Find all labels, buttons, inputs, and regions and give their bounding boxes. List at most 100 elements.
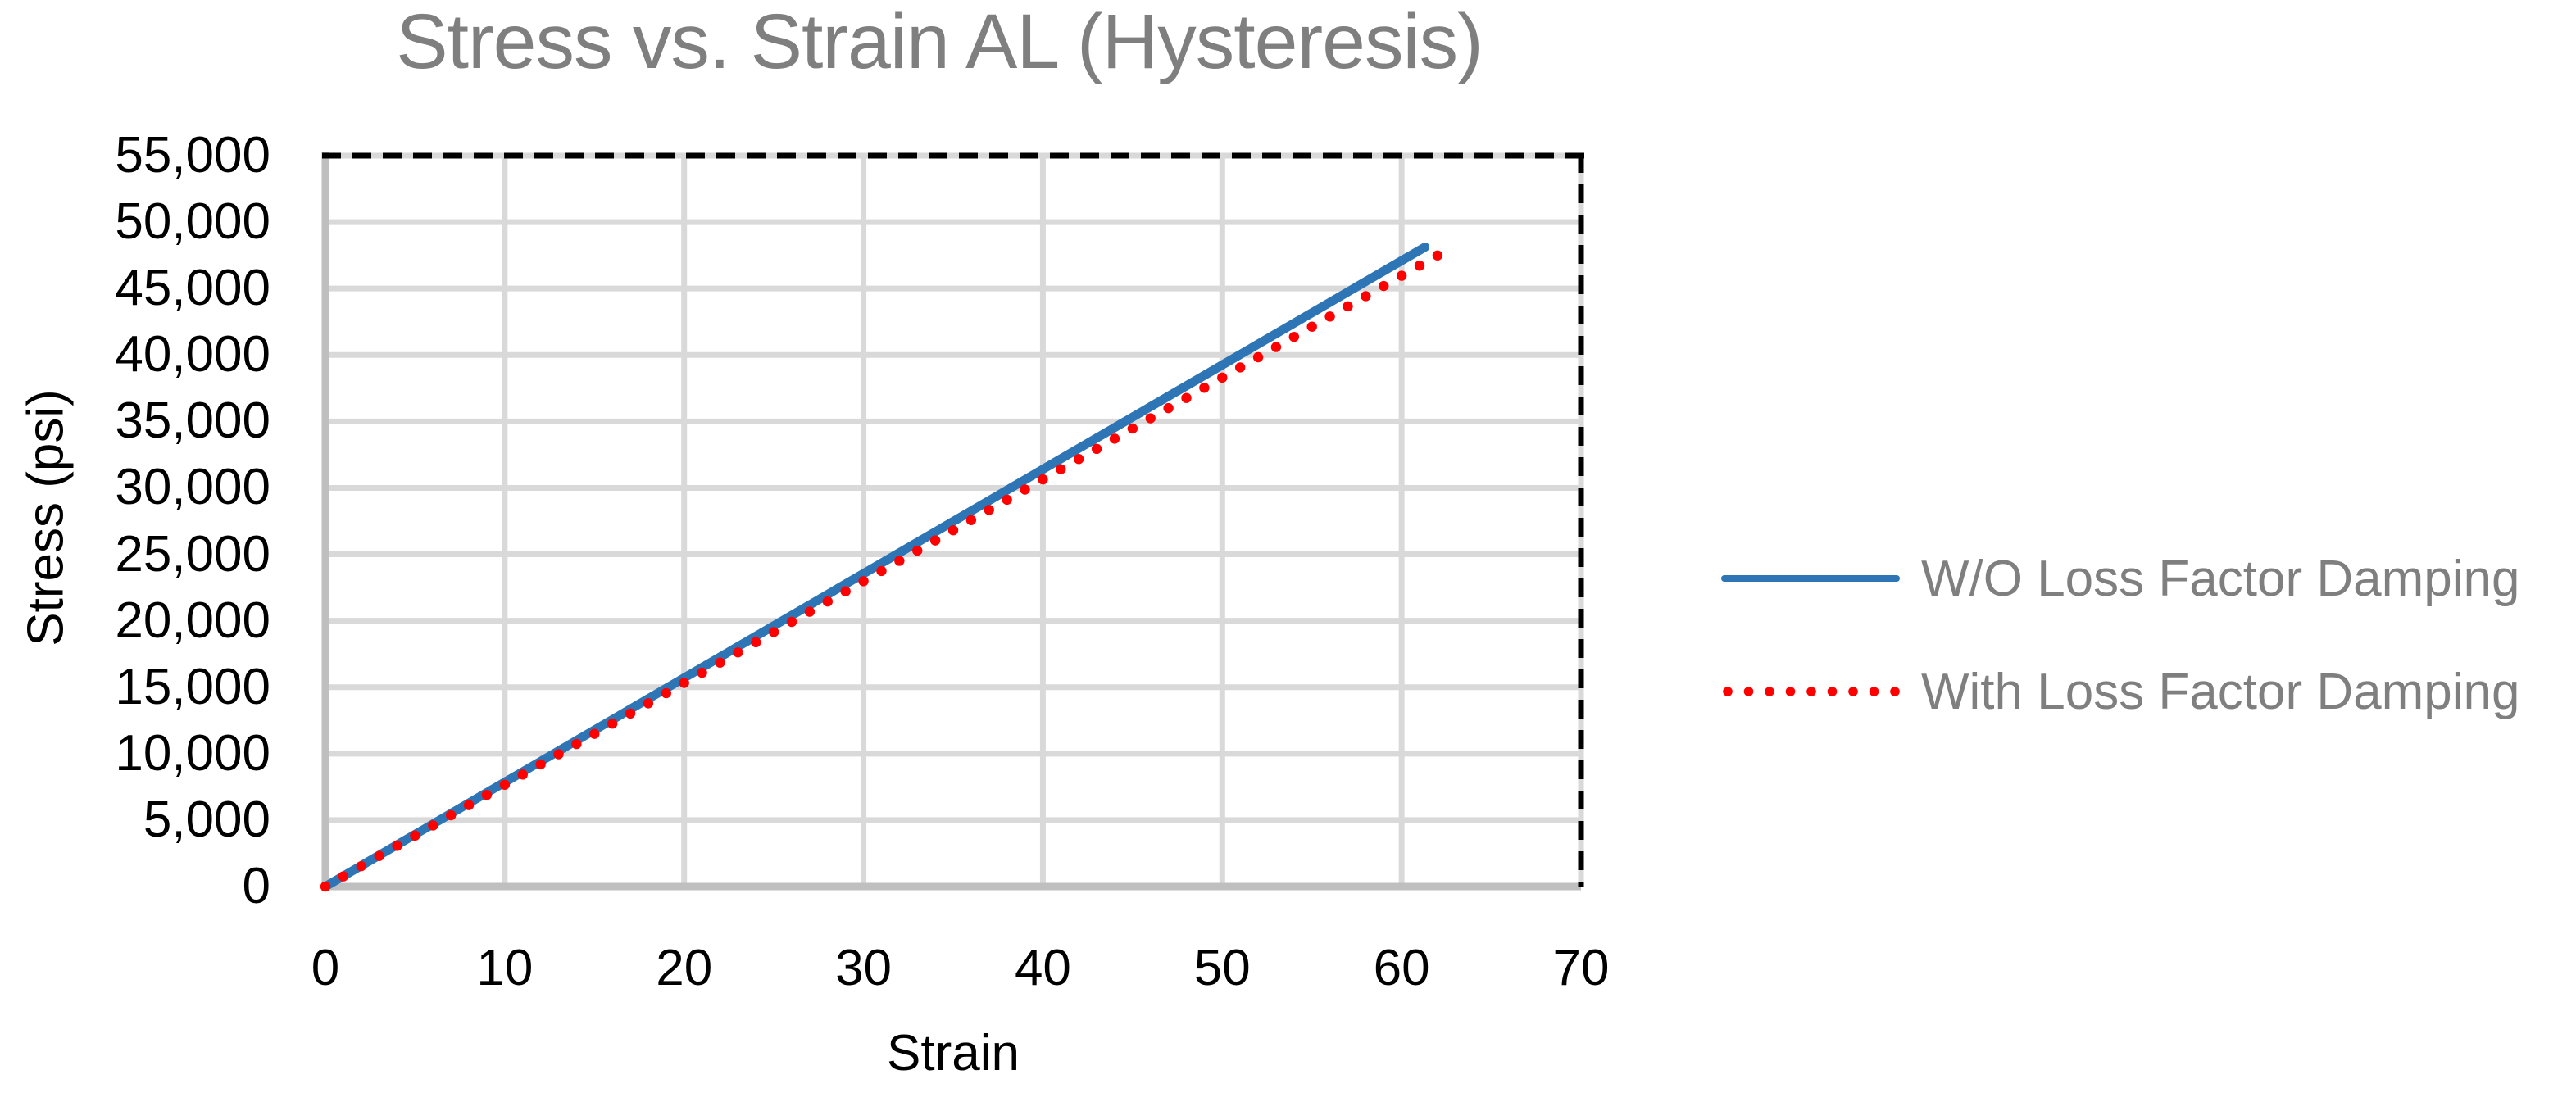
series-dot-with-damping — [715, 657, 725, 668]
series-dot-with-damping — [894, 556, 905, 566]
series-dot-with-damping — [607, 719, 618, 729]
legend-dot — [1848, 687, 1858, 696]
series-dot-with-damping — [1234, 362, 1246, 373]
y-tick-label: 30,000 — [115, 459, 270, 516]
solid-line-swatch-icon — [1721, 575, 1900, 582]
x-tick-label: 20 — [656, 940, 713, 996]
legend-dot — [1765, 687, 1774, 696]
y-tick-label: 40,000 — [115, 326, 270, 383]
series-dot-with-damping — [768, 627, 779, 637]
legend-item-label: W/O Loss Factor Damping — [1921, 550, 2520, 607]
series-dot-with-damping — [1145, 413, 1156, 424]
legend-item: W/O Loss Factor Damping — [1721, 539, 2519, 618]
series-dot-with-damping — [1306, 321, 1317, 332]
series-dot-with-damping — [1252, 351, 1264, 363]
y-tick-label: 45,000 — [115, 260, 270, 317]
series-dot-with-damping — [428, 820, 438, 831]
series-dot-with-damping — [858, 576, 869, 587]
series-dot-with-damping — [1324, 311, 1335, 322]
series-line-wo-damping — [320, 243, 1430, 891]
series-dot-with-damping — [553, 749, 564, 760]
series-dot-with-damping — [1056, 464, 1066, 474]
series-dot-with-damping — [1432, 250, 1443, 261]
series-dot-with-damping — [1288, 331, 1300, 342]
series-dot-with-damping — [1217, 372, 1228, 383]
legend-dot — [1723, 687, 1733, 696]
series-dot-with-damping — [947, 524, 959, 536]
series-dot-with-damping — [840, 586, 851, 596]
series-dot-with-damping — [320, 881, 331, 892]
series-dot-with-damping — [1074, 454, 1084, 465]
legend-item: With Loss Factor Damping — [1721, 652, 2519, 731]
series-dot-with-damping — [517, 769, 528, 780]
x-tick-label: 10 — [476, 940, 534, 996]
series-dot-with-damping — [356, 860, 366, 872]
series-dot-with-damping — [822, 596, 833, 607]
series-dot-with-damping — [625, 708, 636, 719]
series-dot-with-damping — [535, 759, 546, 770]
x-tick-label: 40 — [1014, 940, 1071, 996]
series-dot-with-damping — [1091, 443, 1102, 455]
legend-dot — [1869, 687, 1879, 696]
legend-dot — [1806, 687, 1816, 696]
series-dot-with-damping — [1181, 392, 1192, 403]
series-dot-with-damping — [751, 637, 761, 648]
series-dot-with-damping — [965, 515, 977, 525]
series-dot-with-damping — [1361, 291, 1371, 302]
x-axis-title: Strain — [887, 1025, 1020, 1082]
y-tick-label: 5,000 — [143, 791, 270, 848]
series-dot-with-damping — [804, 606, 816, 617]
series-dot-with-damping — [1414, 260, 1425, 271]
series-dot-with-damping — [912, 545, 923, 556]
series-dot-with-damping — [1379, 280, 1389, 292]
chart-title: Stress vs. Strain AL (Hysteresis) — [396, 0, 1483, 85]
series-dot-with-damping — [499, 779, 511, 790]
y-tick-label: 0 — [242, 858, 270, 914]
series-dot-with-damping — [446, 809, 457, 821]
legend-dot — [1743, 687, 1754, 696]
series-dot-with-damping — [1199, 383, 1210, 393]
y-tick-label: 15,000 — [115, 658, 270, 715]
y-tick-label: 25,000 — [115, 525, 270, 583]
series-dot-with-damping — [733, 647, 743, 658]
series-dot-with-damping — [571, 738, 582, 750]
series-dot-with-damping — [1163, 402, 1174, 414]
series-dot-with-damping — [876, 565, 887, 577]
series-dot-with-damping — [679, 678, 689, 688]
plot-area — [320, 152, 1584, 892]
legend-item-label: With Loss Factor Damping — [1921, 663, 2520, 720]
legend-dot — [1785, 687, 1796, 696]
series-dot-with-damping — [481, 789, 493, 800]
y-tick-label: 50,000 — [115, 193, 270, 251]
legend: W/O Loss Factor Damping With Loss Factor… — [1721, 539, 2519, 731]
x-tick-label: 70 — [1552, 940, 1610, 996]
series-dot-with-damping — [410, 830, 420, 841]
series-dot-with-damping — [929, 535, 941, 546]
series-dot-with-damping — [1020, 484, 1030, 495]
y-tick-label: 55,000 — [115, 127, 270, 184]
legend-dot — [1827, 687, 1838, 696]
y-tick-label: 20,000 — [115, 592, 270, 649]
series-dot-with-damping — [392, 841, 402, 851]
series-dot-with-damping — [1109, 433, 1120, 444]
series-dot-with-damping — [589, 728, 600, 739]
series-dot-with-damping — [786, 616, 797, 628]
legend-dot — [1890, 687, 1900, 696]
series-dot-with-damping — [1270, 342, 1282, 352]
x-tick-label: 50 — [1193, 940, 1251, 996]
series-dot-with-damping — [1396, 270, 1407, 281]
series-dot-with-damping — [338, 871, 349, 882]
series-dot-with-damping — [1127, 423, 1138, 434]
series-dot-with-damping — [984, 505, 994, 515]
x-tick-label: 60 — [1373, 940, 1430, 996]
series-dot-with-damping — [661, 687, 672, 699]
y-tick-label: 10,000 — [115, 724, 270, 782]
series-dot-with-damping — [1343, 301, 1353, 312]
dotted-line-swatch-icon — [1723, 687, 1900, 696]
series-dot-with-damping — [697, 667, 707, 678]
series-dot-with-damping — [1038, 474, 1048, 485]
y-axis-tick-labels: 0 5,000 10,000 15,000 20,000 25,000 30,000 35,0… — [0, 127, 270, 914]
series-dot-with-damping — [463, 800, 475, 810]
series-dot-with-damping — [374, 850, 384, 861]
